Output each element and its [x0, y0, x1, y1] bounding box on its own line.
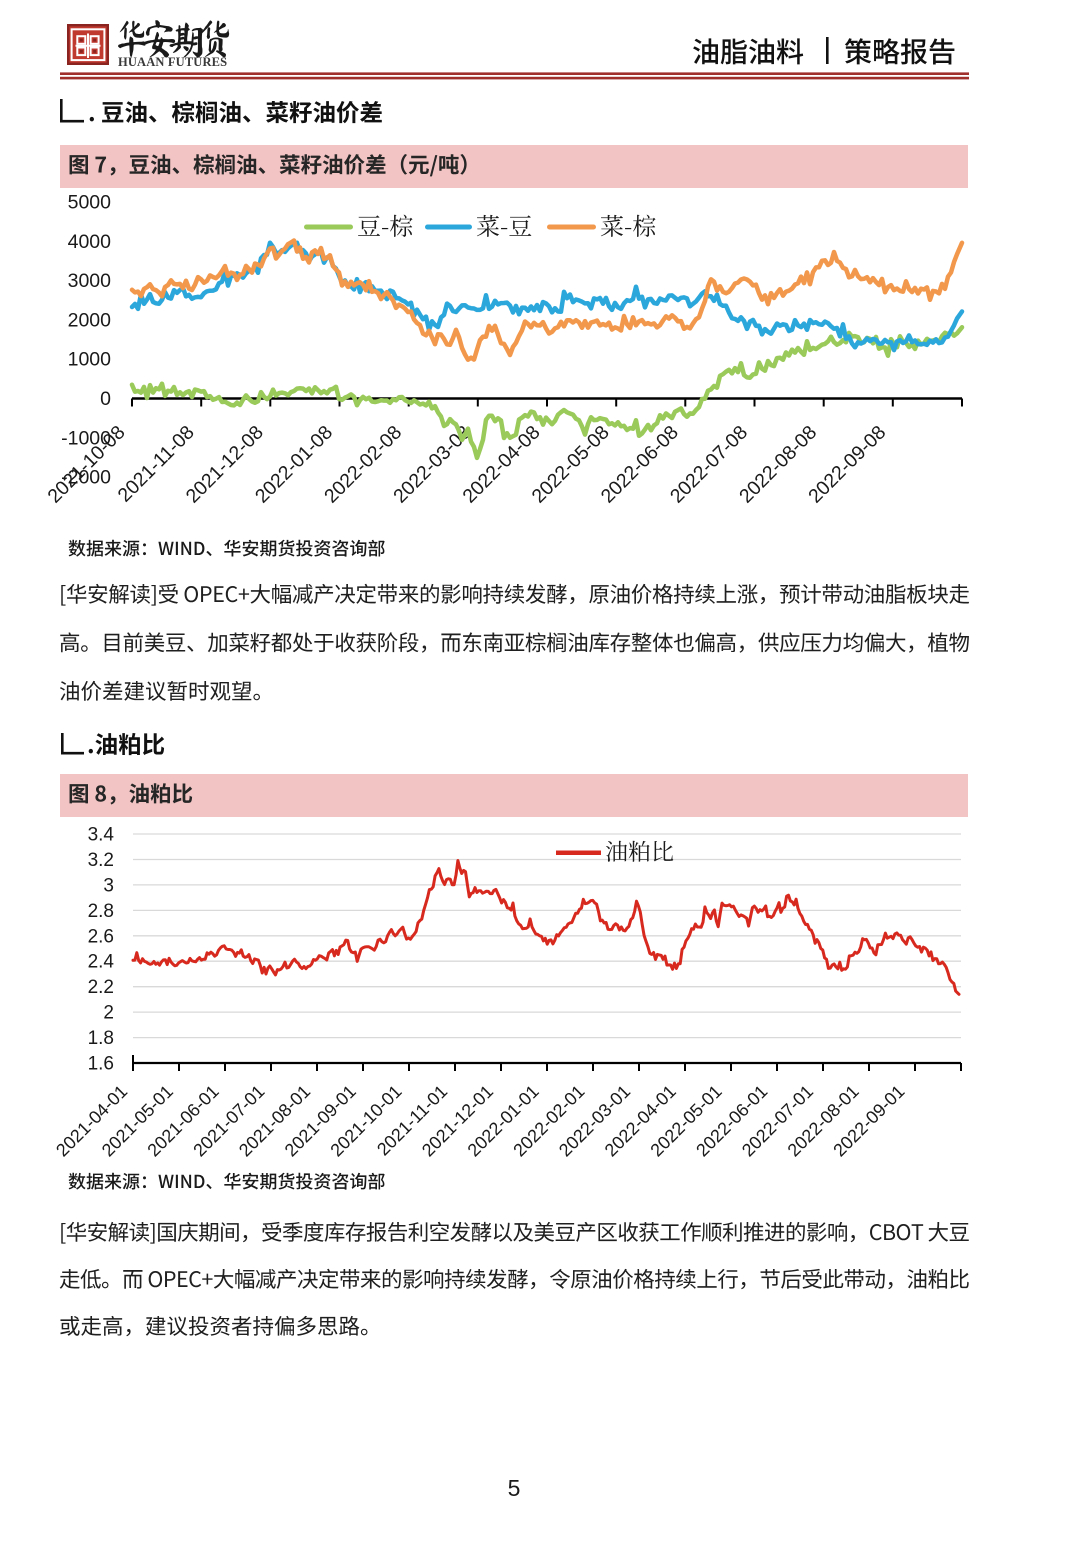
svg-text:HUAAN FUTURES: HUAAN FUTURES [118, 55, 227, 69]
svg-text:-2000: -2000 [61, 467, 111, 489]
svg-text:-1000: -1000 [61, 427, 111, 449]
svg-text:4000: 4000 [68, 231, 112, 253]
svg-text:2.4: 2.4 [88, 952, 115, 973]
svg-text:2.8: 2.8 [88, 901, 114, 922]
svg-text:3: 3 [103, 875, 114, 896]
svg-text:1.8: 1.8 [88, 1028, 114, 1049]
svg-text:2.6: 2.6 [88, 926, 114, 947]
svg-text:5: 5 [508, 1475, 521, 1501]
svg-text:3.4: 3.4 [88, 825, 115, 846]
svg-text:1000: 1000 [68, 349, 112, 371]
svg-text:2.2: 2.2 [88, 977, 114, 998]
svg-text:5000: 5000 [68, 192, 112, 214]
svg-text:3.2: 3.2 [88, 850, 114, 871]
svg-text:0: 0 [100, 388, 111, 410]
svg-text:2000: 2000 [68, 309, 112, 331]
svg-text:1.6: 1.6 [88, 1054, 114, 1075]
svg-text:2: 2 [103, 1003, 114, 1024]
svg-text:3000: 3000 [68, 270, 112, 292]
